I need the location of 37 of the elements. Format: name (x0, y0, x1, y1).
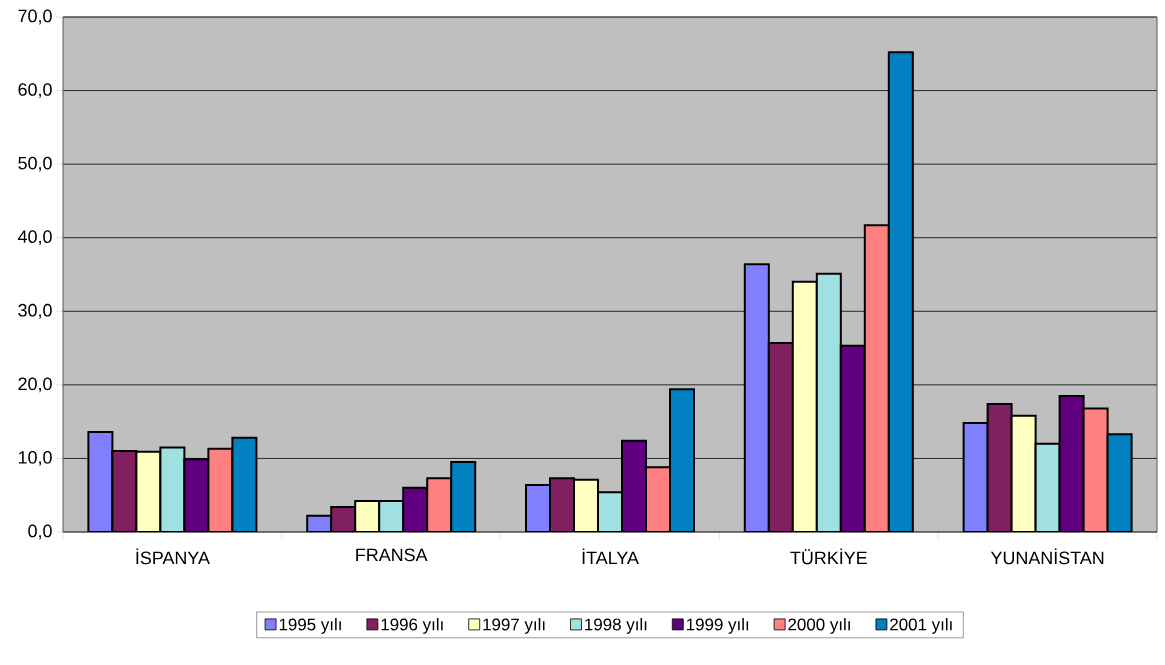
y-tick-label: 20,0 (18, 377, 52, 393)
bar (1082, 407, 1109, 532)
legend-label: 1996 yılı (381, 618, 443, 634)
x-tick-label: İSPANYA (136, 548, 210, 565)
y-tick-label: 40,0 (17, 230, 52, 246)
y-tick-label: 70,0 (18, 9, 52, 25)
bar (1106, 433, 1133, 532)
legend-label: 2000 yılı (788, 618, 850, 634)
x-tick-label: YUNANİSTAN (990, 548, 1104, 565)
bar (986, 402, 1013, 532)
bar (669, 388, 696, 532)
bar (864, 225, 889, 532)
y-tick-label: 50,0 (18, 156, 52, 172)
bar (792, 281, 817, 532)
bar (744, 264, 769, 532)
bar (87, 430, 114, 532)
bar (962, 422, 989, 532)
x-tick-label: TÜRKİYE (790, 548, 867, 565)
y-tick-label: 0,0 (28, 524, 52, 540)
legend-label: 1998 yılı (585, 618, 647, 634)
bar (816, 273, 841, 532)
bar (1058, 394, 1085, 532)
legend-label: 1999 yılı (686, 618, 749, 634)
bar (1010, 414, 1037, 532)
bar (231, 436, 258, 532)
bar (888, 52, 913, 532)
legend-label: 1997 yılı (483, 618, 545, 634)
legend-label: 2001 yılı (890, 618, 952, 634)
x-tick-label: FRANSA (356, 548, 428, 562)
y-tick-label: 60,0 (18, 83, 52, 98)
bar (159, 446, 186, 532)
x-tick-label: İTALYA (582, 548, 639, 565)
legend-label: 1995 yılı (279, 618, 341, 634)
y-tick-label: 10,0 (18, 451, 52, 466)
bar (840, 345, 865, 532)
y-tick-label: 30,0 (18, 303, 52, 319)
bar (768, 342, 793, 532)
